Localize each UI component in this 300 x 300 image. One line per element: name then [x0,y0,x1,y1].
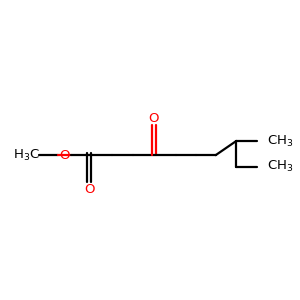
Text: CH$_3$: CH$_3$ [267,134,294,148]
Text: H$_3$C: H$_3$C [13,148,40,163]
Text: O: O [59,149,70,162]
Text: O: O [84,184,94,196]
Text: O: O [148,112,159,125]
Text: CH$_3$: CH$_3$ [267,159,294,174]
